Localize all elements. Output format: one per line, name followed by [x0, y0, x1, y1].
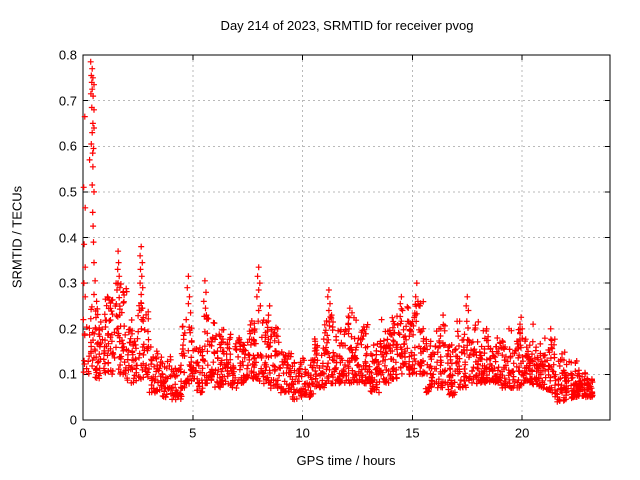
x-tick-label: 20: [514, 425, 530, 441]
x-tick-label: 0: [79, 425, 87, 441]
axis-ticks: [82, 54, 610, 421]
y-tick-label: 0.8: [58, 47, 77, 63]
y-tick-label: 0.4: [58, 230, 77, 245]
x-tick-label: 15: [405, 425, 420, 441]
chart-title: Day 214 of 2023, SRMTID for receiver pvo…: [220, 18, 474, 33]
x-tick-label: 10: [295, 425, 310, 441]
y-tick-label: 0.7: [58, 93, 77, 109]
y-tick-label: 0.3: [58, 275, 77, 291]
y-tick-label: 0.1: [58, 366, 77, 382]
x-axis-label: GPS time / hours: [296, 453, 396, 468]
y-tick-label: 0.5: [58, 184, 77, 200]
x-tick-label: 5: [189, 425, 197, 441]
y-tick-label: 0.6: [58, 138, 77, 154]
data-point-markers: [80, 58, 596, 405]
y-tick-label: 0.2: [58, 321, 77, 337]
y-tick-label: 0: [69, 412, 77, 428]
